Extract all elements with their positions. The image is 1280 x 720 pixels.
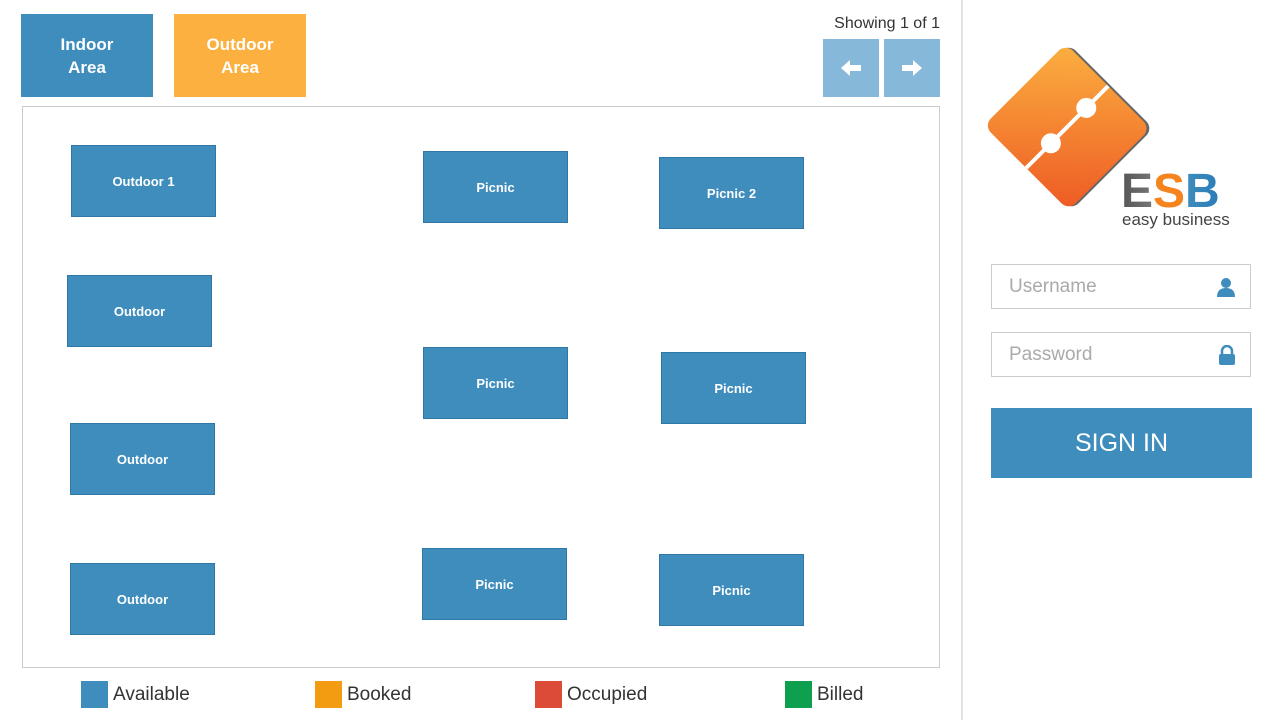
logo-tagline: easy business bbox=[1122, 210, 1230, 229]
username-input[interactable]: Username bbox=[991, 264, 1251, 309]
legend-item: Occupied bbox=[535, 681, 647, 708]
next-button[interactable] bbox=[884, 39, 940, 97]
table[interactable]: Outdoor bbox=[67, 275, 212, 347]
password-input[interactable]: Password bbox=[991, 332, 1251, 377]
user-icon bbox=[1217, 277, 1235, 297]
legend-label: Billed bbox=[817, 683, 864, 705]
placeholder: Username bbox=[1009, 275, 1097, 297]
legend-swatch bbox=[81, 681, 108, 708]
tab-label: Outdoor Area bbox=[206, 34, 274, 77]
tab-outdoor[interactable]: Outdoor Area bbox=[174, 14, 306, 97]
legend-label: Booked bbox=[347, 683, 412, 705]
arrow-left bbox=[841, 60, 861, 76]
table[interactable]: Picnic bbox=[423, 347, 568, 419]
logo: ESB easy business bbox=[987, 47, 1230, 229]
prev-button[interactable] bbox=[823, 39, 879, 97]
table[interactable]: Outdoor bbox=[70, 423, 215, 495]
table[interactable]: Picnic bbox=[661, 352, 806, 424]
puzzle-icon bbox=[987, 47, 1150, 207]
legend-label: Available bbox=[113, 683, 190, 705]
divider bbox=[961, 0, 963, 720]
legend-swatch bbox=[785, 681, 812, 708]
tab-label: Indoor Area bbox=[60, 34, 114, 77]
logo-text: ESB bbox=[1121, 165, 1220, 218]
pager-text: Showing 1 of 1 bbox=[834, 15, 940, 32]
sign-in-button[interactable]: SIGN IN bbox=[991, 408, 1252, 478]
placeholder: Password bbox=[1009, 343, 1093, 365]
legend-swatch bbox=[315, 681, 342, 708]
table[interactable]: Outdoor bbox=[70, 563, 215, 635]
table[interactable]: Picnic 2 bbox=[659, 157, 804, 229]
legend-label: Occupied bbox=[567, 683, 648, 705]
legend-swatch bbox=[535, 681, 562, 708]
table[interactable]: Picnic bbox=[423, 151, 568, 223]
table[interactable]: Picnic bbox=[659, 554, 804, 626]
table[interactable]: Outdoor 1 bbox=[71, 145, 216, 217]
lock-icon bbox=[1219, 344, 1235, 365]
arrow-right bbox=[902, 60, 922, 76]
legend-item: Booked bbox=[315, 681, 411, 708]
legend-item: Available bbox=[81, 681, 190, 708]
legend-item: Billed bbox=[785, 681, 863, 708]
floor-plan bbox=[22, 106, 940, 668]
tab-indoor[interactable]: Indoor Area bbox=[21, 14, 153, 97]
table[interactable]: Picnic bbox=[422, 548, 567, 620]
